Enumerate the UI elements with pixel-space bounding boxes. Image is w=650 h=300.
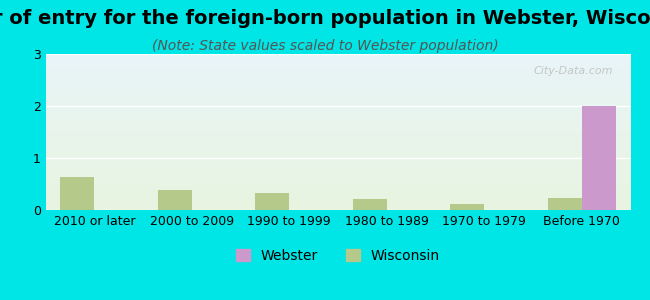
Bar	[60, 177, 94, 210]
Bar	[547, 197, 582, 210]
Bar	[582, 106, 616, 210]
Bar	[157, 190, 192, 210]
Bar	[353, 199, 387, 210]
Text: (Note: State values scaled to Webster population): (Note: State values scaled to Webster po…	[151, 39, 499, 53]
Bar	[255, 194, 289, 210]
Bar	[450, 204, 484, 210]
Text: Year of entry for the foreign-born population in Webster, Wisconsin: Year of entry for the foreign-born popul…	[0, 9, 650, 28]
Legend: Webster, Wisconsin: Webster, Wisconsin	[230, 244, 446, 268]
Text: City-Data.com: City-Data.com	[534, 67, 613, 76]
